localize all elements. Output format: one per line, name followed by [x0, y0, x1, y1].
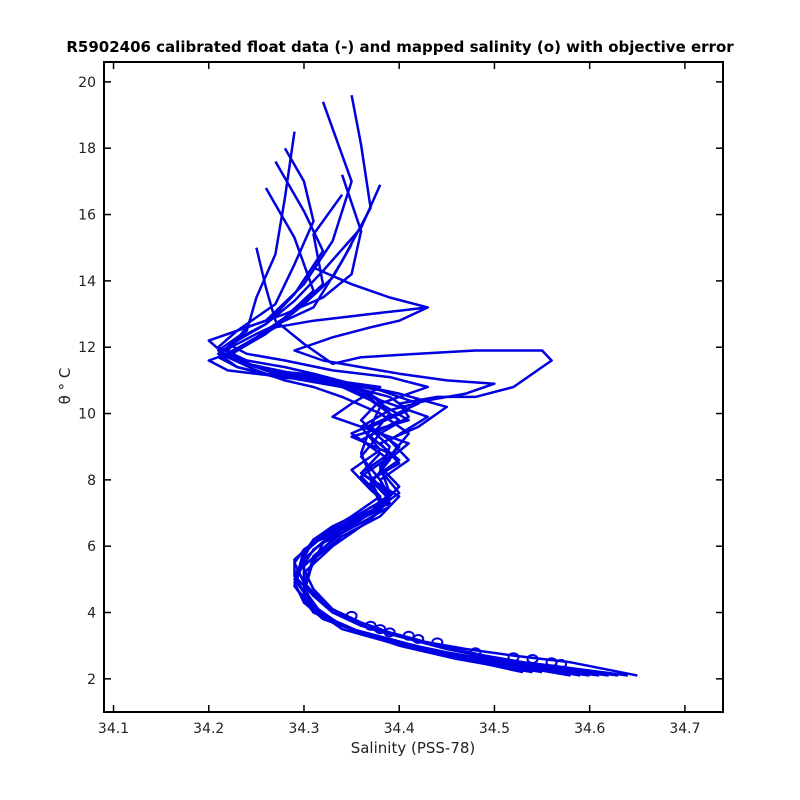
x-tick-label: 34.4 — [384, 721, 415, 737]
x-tick-label: 34.3 — [288, 721, 319, 737]
mapped-salinity-marker — [507, 652, 520, 663]
x-tick-label: 34.2 — [193, 721, 224, 737]
y-tick-label: 2 — [87, 672, 96, 688]
chart-title: R5902406 calibrated float data (-) and m… — [66, 38, 734, 56]
mapped-salinity-marker — [345, 610, 358, 621]
x-tick-label: 34.6 — [574, 721, 605, 737]
y-tick-label: 8 — [87, 473, 96, 489]
x-tick-label: 34.1 — [98, 721, 129, 737]
mapped-salinity-marker — [526, 653, 539, 664]
x-tick-label: 34.5 — [479, 721, 510, 737]
y-tick-label: 16 — [78, 208, 96, 224]
y-axis-label: θ ° C — [56, 368, 74, 405]
y-tick-label: 10 — [78, 407, 96, 423]
y-tick-label: 12 — [78, 340, 96, 356]
mapped-salinity-marker — [374, 624, 387, 635]
y-tick-label: 6 — [87, 539, 96, 555]
y-axis: 2 4 6 8 10 12 14 16 18 20 — [78, 75, 723, 688]
x-axis-label: Salinity (PSS-78) — [351, 739, 476, 757]
y-tick-label: 18 — [78, 141, 96, 157]
y-tick-label: 20 — [78, 75, 96, 91]
profile-line-13 — [226, 306, 524, 674]
x-tick-label: 34.7 — [669, 721, 700, 737]
x-axis: 34.1 34.2 34.3 34.4 34.5 34.6 34.7 — [98, 62, 700, 737]
y-tick-label: 14 — [78, 274, 96, 290]
mapped-salinity-marker — [402, 630, 415, 641]
plot-frame — [103, 61, 724, 713]
mapped-salinity-marker — [364, 620, 377, 631]
mapped-salinity-marker — [555, 658, 568, 669]
mapped-salinity-marker — [469, 647, 482, 658]
mapped-salinity-marker — [383, 627, 396, 638]
marker-layer — [345, 610, 568, 669]
y-tick-label: 4 — [87, 606, 96, 622]
profile-line-12 — [217, 184, 533, 674]
mapped-salinity-marker — [431, 637, 444, 648]
mapped-salinity-marker — [412, 634, 425, 645]
